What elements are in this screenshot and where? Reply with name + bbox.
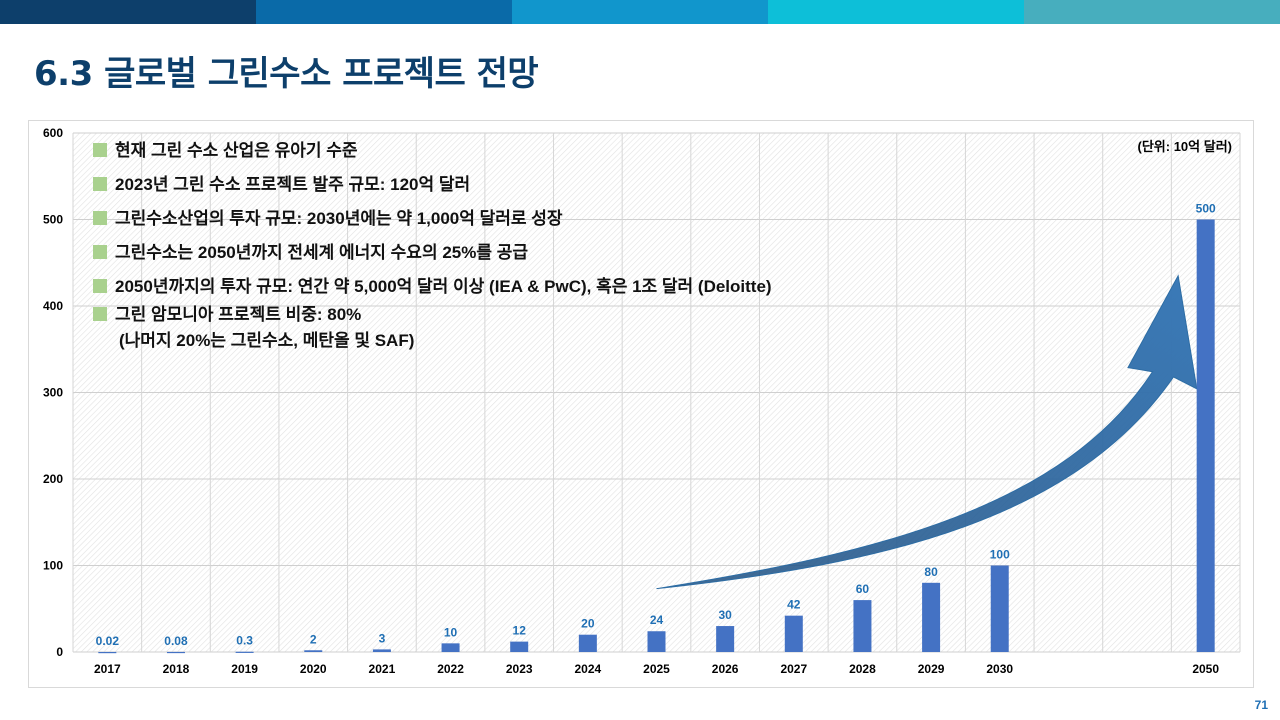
x-tick-label-2021: 2021 <box>369 662 396 676</box>
x-tick-label-2017: 2017 <box>94 662 121 676</box>
x-tick-label-2026: 2026 <box>712 662 739 676</box>
bar-2017 <box>98 651 117 654</box>
bar-chart: 0 100 200 300 400 500 600 0.02 2017 0.08 2018 0.3 2… <box>43 126 1241 676</box>
data-label-2030: 100 <box>990 548 1010 562</box>
x-tick-label-2019: 2019 <box>231 662 258 676</box>
annotation-item: 그린 암모니아 프로젝트 비중: 80% <box>115 305 361 324</box>
data-label-2022: 10 <box>444 625 458 639</box>
top-bar-segment-4 <box>768 0 1024 24</box>
data-label-2025: 24 <box>650 613 664 627</box>
bar-2026 <box>716 626 735 652</box>
x-tick-label-2024: 2024 <box>575 662 602 676</box>
top-bar-segment-3 <box>512 0 768 24</box>
x-tick-label-2022: 2022 <box>437 662 464 676</box>
annotation-item: 2050년까지의 투자 규모: 연간 약 5,000억 달러 이상 (IEA &… <box>115 276 772 296</box>
data-label-2050: 500 <box>1196 202 1216 216</box>
data-label-2027: 42 <box>787 598 801 612</box>
data-label-2018: 0.08 <box>164 634 188 648</box>
chart-container: 0 100 200 300 400 500 600 0.02 2017 0.08 2018 0.3 2… <box>28 120 1254 688</box>
y-tick-label: 100 <box>43 559 63 573</box>
annotation-item: 그린수소는 2050년까지 전세계 에너지 수요의 25%를 공급 <box>115 243 528 262</box>
bar-2030 <box>990 565 1009 652</box>
bullet-square-icon <box>93 307 107 321</box>
annotation-item: 그린수소산업의 투자 규모: 2030년에는 약 1,000억 달러로 성장 <box>115 208 563 228</box>
data-label-2023: 12 <box>513 624 527 638</box>
bar-2021 <box>372 649 391 652</box>
x-tick-label-2029: 2029 <box>918 662 945 676</box>
x-tick-label-2018: 2018 <box>163 662 190 676</box>
x-tick-label-2028: 2028 <box>849 662 876 676</box>
y-tick-label: 400 <box>43 299 63 313</box>
bar-2027 <box>784 615 803 652</box>
bar-2023 <box>510 641 529 652</box>
top-bar-segment-1 <box>0 0 256 24</box>
bar-2020 <box>304 650 323 652</box>
data-label-2026: 30 <box>718 608 732 622</box>
annotation-item: 현재 그린 수소 산업은 유아기 수준 <box>115 141 358 160</box>
bullet-square-icon <box>93 211 107 225</box>
bullet-square-icon <box>93 177 107 191</box>
data-label-2017: 0.02 <box>96 634 120 648</box>
bar-2024 <box>578 634 597 652</box>
data-label-2021: 3 <box>379 631 386 645</box>
x-tick-label-2030: 2030 <box>986 662 1013 676</box>
bar-2028 <box>853 600 872 652</box>
bullet-square-icon <box>93 143 107 157</box>
y-tick-label: 600 <box>43 126 63 140</box>
annotation-continuation: (나머지 20%는 그린수소, 메탄올 및 SAF) <box>119 331 414 350</box>
top-color-bar <box>0 0 1280 24</box>
bar-2022 <box>441 643 460 652</box>
y-tick-label: 0 <box>56 645 63 659</box>
data-label-2029: 80 <box>924 565 938 579</box>
top-bar-segment-2 <box>256 0 512 24</box>
x-tick-label-2050: 2050 <box>1192 662 1219 676</box>
bar-2019 <box>235 651 254 653</box>
annotation-item: 2023년 그린 수소 프로젝트 발주 규모: 120억 달러 <box>115 174 470 194</box>
y-tick-label: 200 <box>43 472 63 486</box>
bar-2018 <box>166 651 185 654</box>
bullet-square-icon <box>93 279 107 293</box>
x-tick-label-2027: 2027 <box>780 662 807 676</box>
y-tick-label: 300 <box>43 386 63 400</box>
bar-2029 <box>922 582 941 652</box>
data-label-2019: 0.3 <box>236 634 253 648</box>
page-title: 6.3 글로벌 그린수소 프로젝트 전망 <box>34 54 539 94</box>
data-label-2024: 20 <box>581 617 595 631</box>
bar-2050 <box>1196 219 1215 652</box>
top-bar-segment-5 <box>1024 0 1280 24</box>
bullet-square-icon <box>93 245 107 259</box>
data-label-2020: 2 <box>310 632 317 646</box>
unit-label: (단위: 10억 달러) <box>1138 139 1232 154</box>
x-tick-label-2023: 2023 <box>506 662 533 676</box>
x-tick-label-2025: 2025 <box>643 662 670 676</box>
y-tick-label: 500 <box>43 213 63 227</box>
data-label-2028: 60 <box>856 582 870 596</box>
trend-arrow-icon <box>656 274 1198 590</box>
page-number: 71 <box>1254 698 1268 712</box>
x-tick-label-2020: 2020 <box>300 662 327 676</box>
bar-2025 <box>647 631 666 652</box>
